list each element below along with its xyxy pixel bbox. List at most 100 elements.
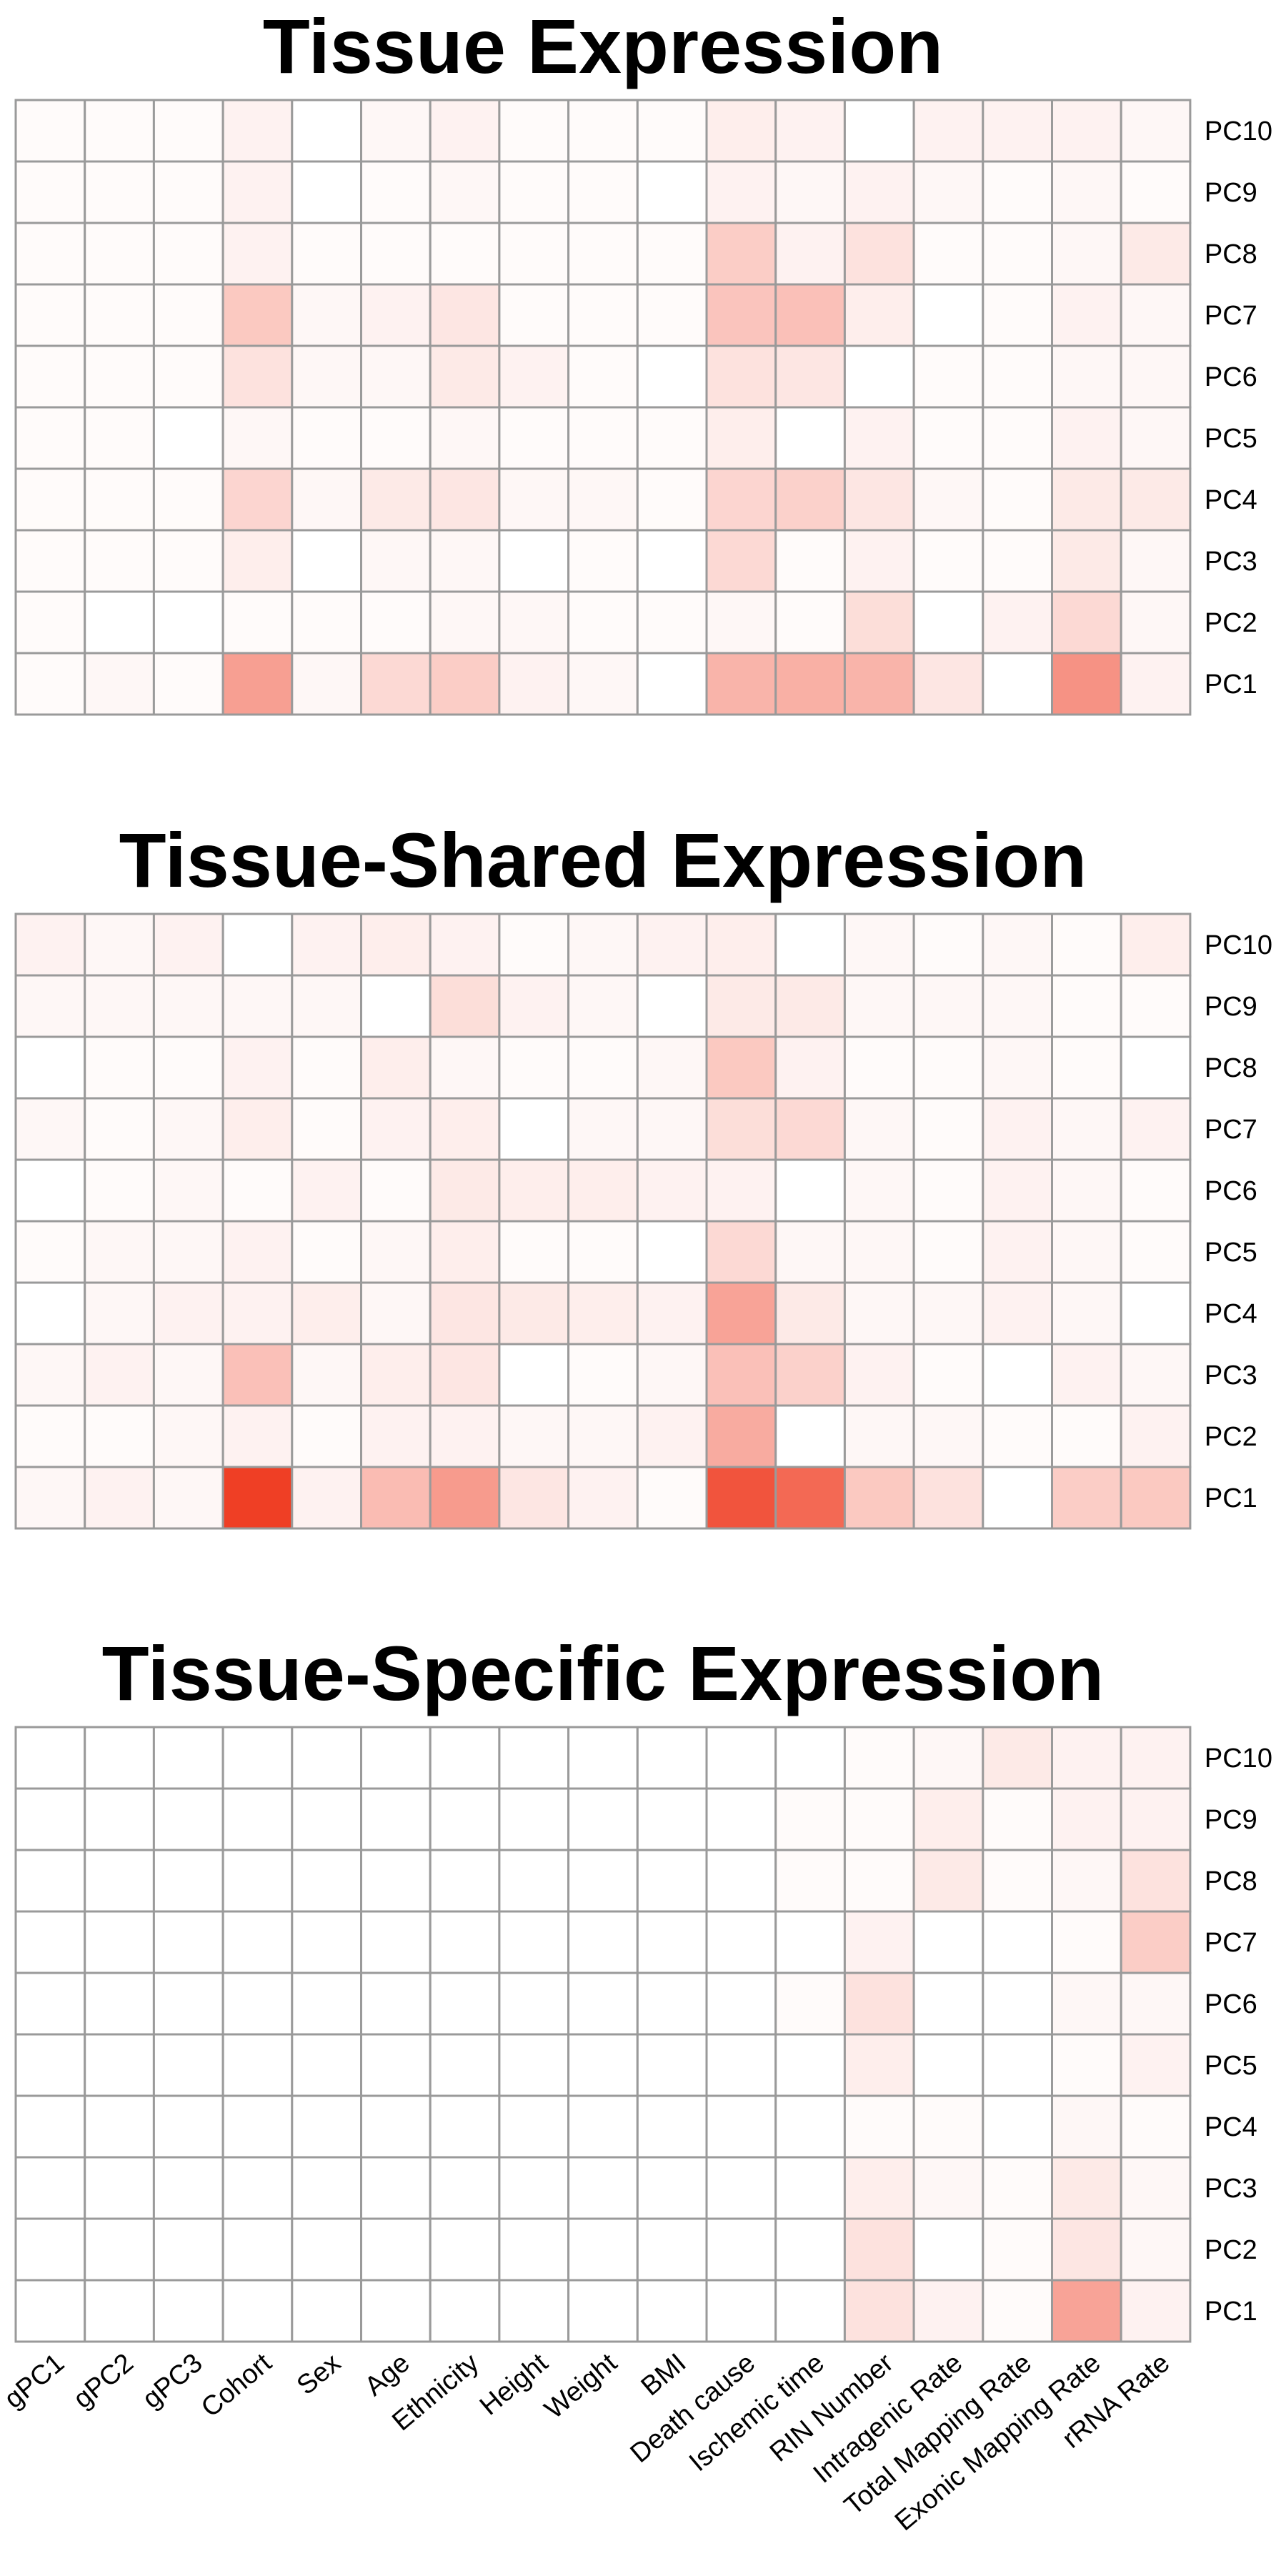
heatmap-cell — [843, 1726, 915, 1790]
heatmap-cell — [705, 590, 777, 655]
heatmap-cell — [567, 1343, 639, 1407]
heatmap-cell — [912, 467, 985, 532]
heatmap-cell — [152, 1097, 224, 1161]
heatmap-cell — [14, 1910, 86, 1974]
heatmap-cell — [774, 1220, 846, 1284]
heatmap-cell — [912, 1343, 985, 1407]
heatmap-cell — [1120, 1404, 1192, 1468]
heatmap-cell — [221, 1849, 294, 1913]
heatmap-cell — [152, 652, 224, 716]
heatmap-cell — [291, 1466, 362, 1530]
heatmap-cell — [636, 1849, 708, 1913]
heatmap-cell — [14, 2156, 86, 2220]
heatmap-cell — [14, 1158, 86, 1223]
heatmap-cell — [360, 1281, 432, 1346]
heatmap-cell — [429, 1849, 501, 1913]
heatmap-cell — [360, 99, 432, 163]
heatmap-cell — [982, 529, 1054, 593]
heatmap-cell — [912, 99, 985, 163]
heatmap-cell — [152, 1849, 224, 1913]
heatmap-cell — [14, 99, 86, 163]
heatmap-cell — [636, 160, 708, 224]
heatmap-cell — [636, 2217, 708, 2282]
heatmap-cell — [912, 1971, 985, 2036]
row-label: PC1 — [1205, 1483, 1257, 1513]
heatmap-cell — [498, 2094, 570, 2159]
heatmap-cell — [1051, 529, 1122, 593]
heatmap-cell — [843, 1097, 915, 1161]
heatmap-cell — [705, 344, 777, 409]
heatmap-cell — [360, 1404, 432, 1468]
heatmap-cell — [567, 2279, 639, 2343]
heatmap-cell — [84, 1158, 155, 1223]
heatmap-cell — [498, 529, 570, 593]
heatmap-cell — [774, 467, 846, 532]
heatmap-cell — [498, 912, 570, 977]
heatmap-cell — [221, 1971, 294, 2036]
heatmap-cell — [84, 222, 155, 286]
heatmap-cell — [84, 1343, 155, 1407]
heatmap-cell — [1120, 1035, 1192, 1100]
heatmap-cell — [498, 344, 570, 409]
heatmap-cell — [774, 2033, 846, 2097]
heatmap-cell — [705, 912, 777, 977]
heatmap-cell — [636, 1910, 708, 1974]
heatmap-cell — [152, 160, 224, 224]
heatmap-cell — [1120, 1220, 1192, 1284]
heatmap-cell — [221, 1910, 294, 1974]
heatmap-cell — [1120, 1343, 1192, 1407]
heatmap-cell — [84, 283, 155, 347]
heatmap-cell — [1051, 1035, 1122, 1100]
heatmap-cell — [429, 1343, 501, 1407]
heatmap-cell — [429, 2156, 501, 2220]
heatmap-cell — [291, 652, 362, 716]
heatmap-cell — [152, 222, 224, 286]
row-label: PC7 — [1205, 1928, 1257, 1958]
heatmap-cell — [982, 344, 1054, 409]
heatmap-cell — [84, 2279, 155, 2343]
heatmap-cell — [1120, 590, 1192, 655]
heatmap-cell — [982, 1281, 1054, 1346]
row-label: PC9 — [1205, 178, 1257, 208]
heatmap-cell — [1051, 1971, 1122, 2036]
heatmap-cell — [152, 99, 224, 163]
column-label: Age — [359, 2348, 416, 2402]
heatmap-cell — [152, 1726, 224, 1790]
row-label: PC3 — [1205, 1361, 1257, 1391]
heatmap-cell — [705, 406, 777, 470]
heatmap-cell — [84, 2094, 155, 2159]
heatmap-cell — [1051, 2279, 1122, 2343]
heatmap-cell — [152, 1787, 224, 1851]
heatmap-cell — [429, 1787, 501, 1851]
heatmap-cell — [1120, 652, 1192, 716]
row-label: PC5 — [1205, 424, 1257, 454]
heatmap-cell — [774, 1910, 846, 1974]
heatmap-cell — [567, 2033, 639, 2097]
heatmap-cell — [1051, 467, 1122, 532]
heatmap-cell — [84, 99, 155, 163]
heatmap-cell — [1051, 1281, 1122, 1346]
heatmap-cell — [567, 344, 639, 409]
heatmap-cell — [567, 1035, 639, 1100]
heatmap-cell — [843, 529, 915, 593]
heatmap-cell — [1051, 652, 1122, 716]
heatmap-cell — [498, 1281, 570, 1346]
row-label: PC1 — [1205, 2297, 1257, 2327]
row-label: PC6 — [1205, 362, 1257, 392]
heatmap-cell — [360, 344, 432, 409]
heatmap-cell — [14, 467, 86, 532]
heatmap-cell — [1120, 99, 1192, 163]
heatmap-cell — [982, 652, 1054, 716]
heatmap-cell — [705, 1787, 777, 1851]
heatmap-cell — [636, 1404, 708, 1468]
heatmap-cell — [84, 406, 155, 470]
heatmap-cell — [636, 652, 708, 716]
heatmap-cell — [774, 1035, 846, 1100]
row-label: PC10 — [1205, 116, 1272, 146]
heatmap-cell — [1120, 1466, 1192, 1530]
heatmap-cell — [291, 912, 362, 977]
heatmap-cell — [498, 2156, 570, 2220]
heatmap-cell — [360, 2217, 432, 2282]
column-label: gPC2 — [68, 2348, 139, 2415]
heatmap-cell — [774, 1466, 846, 1530]
